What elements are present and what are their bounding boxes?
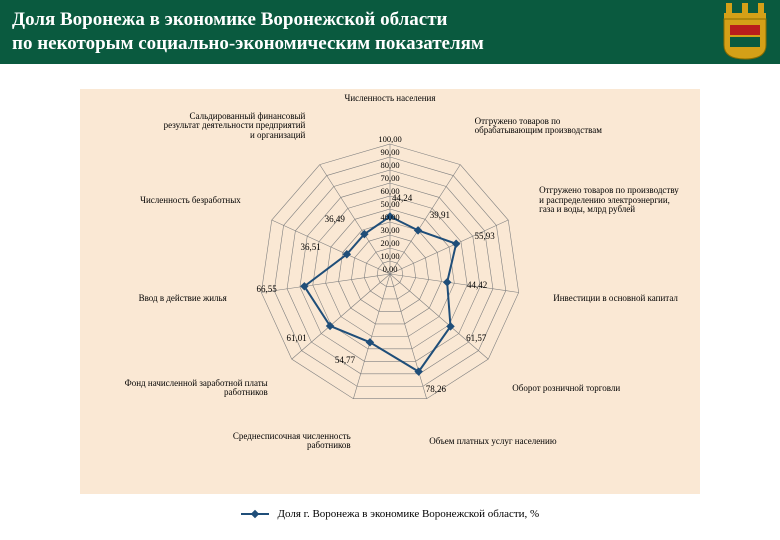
ring-label: 0,00 — [383, 264, 398, 274]
legend: Доля г. Воронежа в экономике Воронежской… — [0, 508, 780, 520]
city-crest-icon — [720, 3, 770, 66]
ring-label: 80,00 — [380, 160, 399, 170]
ring-label: 40,00 — [380, 212, 399, 222]
value-label: 39,91 — [430, 210, 450, 220]
radar-chart-container: 0,0010,0020,0030,0040,0050,0060,0070,008… — [0, 64, 780, 504]
ring-label: 70,00 — [380, 173, 399, 183]
axis-label: Численность населения — [305, 94, 475, 103]
value-label: 36,49 — [325, 214, 345, 224]
value-label: 66,55 — [257, 284, 277, 294]
axis-label: Оборот розничной торговли — [512, 384, 682, 393]
value-label: 36,51 — [300, 242, 320, 252]
value-label: 44,42 — [467, 280, 487, 290]
value-label: 78,26 — [426, 384, 446, 394]
value-label: 55,93 — [475, 231, 495, 241]
ring-label: 20,00 — [380, 238, 399, 248]
axis-label: Отгружено товаров по обрабатывающим прои… — [475, 117, 645, 136]
ring-label: 30,00 — [380, 225, 399, 235]
axis-label: Инвестиции в основной капитал — [553, 294, 723, 303]
legend-label: Доля г. Воронежа в экономике Воронежской… — [278, 508, 540, 520]
page-title: Доля Воронежа в экономике Воронежской об… — [12, 8, 484, 56]
ring-label: 90,00 — [380, 147, 399, 157]
radar-svg — [0, 64, 780, 504]
legend-line-marker — [241, 513, 269, 515]
value-label: 61,57 — [466, 333, 486, 343]
ring-label: 10,00 — [380, 251, 399, 261]
axis-label: Фонд начисленной заработной платы работн… — [98, 379, 268, 398]
value-label: 54,77 — [335, 355, 355, 365]
header-bar: Доля Воронежа в экономике Воронежской об… — [0, 0, 780, 64]
axis-label: Объем платных услуг населению — [429, 437, 599, 446]
value-label: 44,24 — [392, 193, 412, 203]
axis-label: Ввод в действие жилья — [57, 294, 227, 303]
axis-label: Сальдированный финансовый результат деят… — [135, 112, 305, 140]
axis-label: Численность безработных — [71, 196, 241, 205]
value-label: 61,01 — [286, 333, 306, 343]
axis-label: Отгружено товаров по производству и расп… — [539, 186, 709, 214]
ring-label: 100,00 — [378, 134, 401, 144]
axis-label: Среднесписочная численность работников — [181, 432, 351, 451]
